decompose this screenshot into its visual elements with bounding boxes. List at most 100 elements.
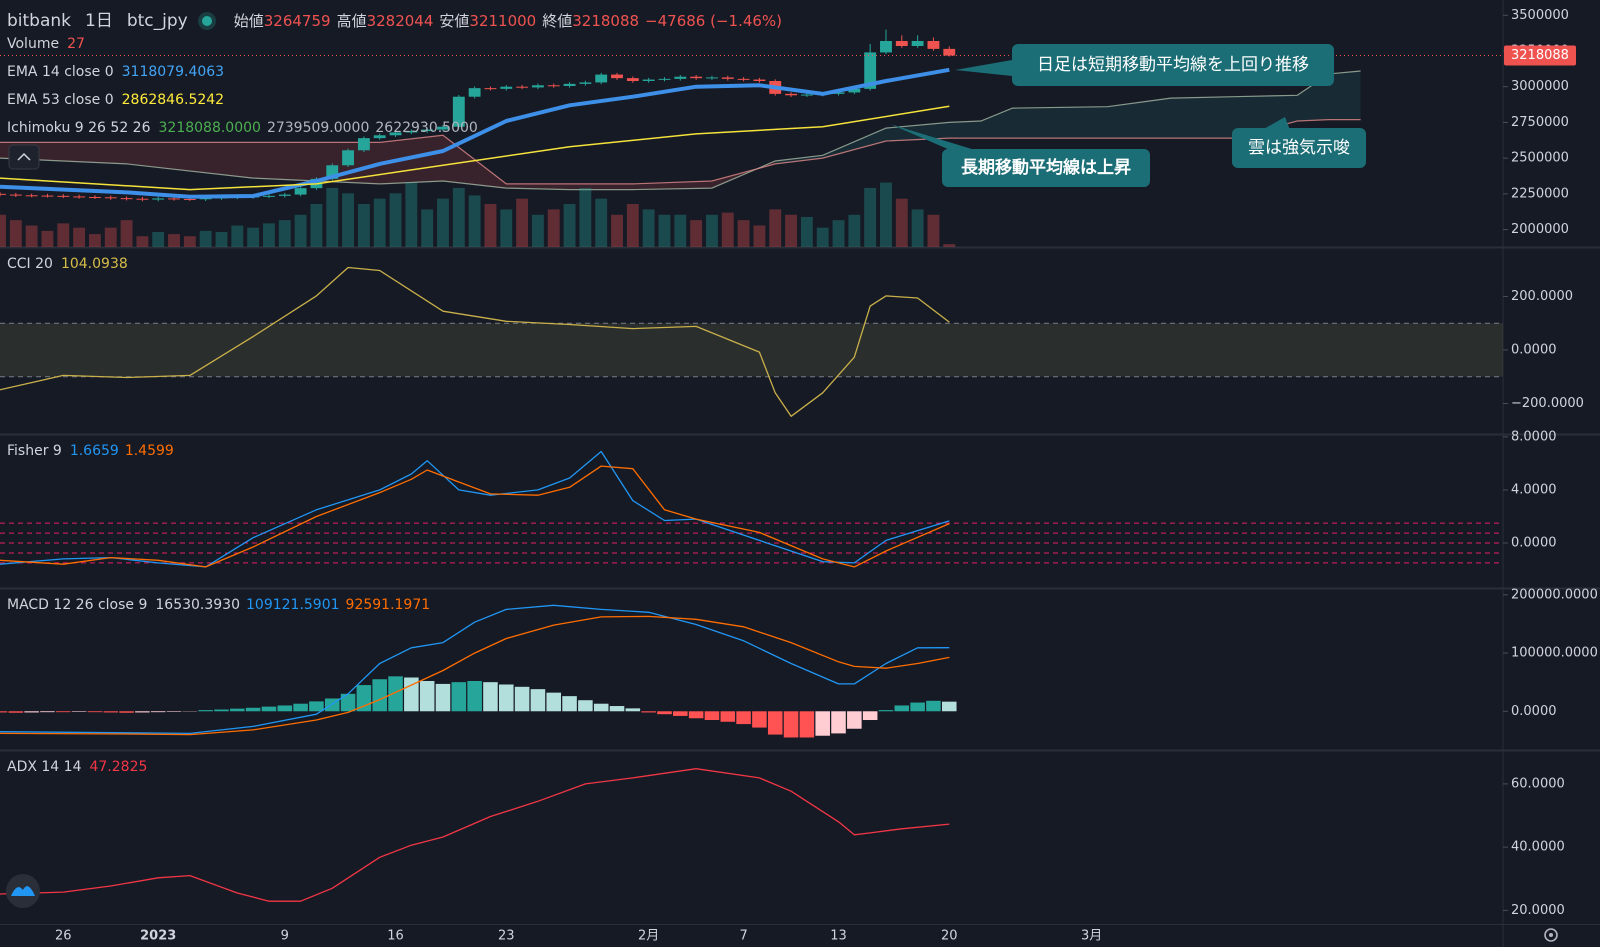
volume-bar — [626, 204, 639, 247]
x-tick-label: 13 — [830, 929, 847, 944]
histogram-bar — [356, 685, 372, 712]
candle-body — [611, 74, 623, 79]
histogram-bar — [71, 711, 87, 712]
candle-body — [626, 78, 639, 81]
candle-body — [721, 77, 734, 79]
x-tick-label: 7 — [739, 929, 747, 944]
volume-bar — [816, 227, 829, 247]
volume-bar — [516, 198, 529, 247]
candle-body — [484, 88, 497, 90]
histogram-bar — [388, 676, 403, 712]
volume-bar — [41, 230, 54, 247]
volume-bar — [88, 234, 101, 247]
volume-bar — [642, 209, 655, 247]
candle-body — [943, 48, 956, 56]
candle-body — [88, 197, 101, 198]
volume-bar — [785, 214, 797, 247]
volume-bar — [484, 204, 497, 247]
volume-bar — [753, 225, 766, 247]
collapse-button[interactable] — [8, 144, 40, 170]
histogram-bar — [799, 711, 815, 738]
candle-body — [373, 135, 386, 139]
volume-bar — [168, 234, 180, 247]
histogram-bar — [309, 701, 324, 712]
volume-bar — [911, 209, 924, 247]
volume-bar — [531, 214, 544, 247]
candle-body — [437, 126, 449, 130]
settings-icon[interactable] — [1544, 928, 1558, 942]
y-tick-label: 4.0000 — [1511, 482, 1557, 497]
candle-body — [895, 41, 908, 46]
panel — [0, 768, 950, 902]
callout: 日足は短期移動平均線を上回り推移 — [955, 44, 1334, 86]
histogram-bar — [372, 679, 387, 712]
histogram-bar — [198, 710, 213, 712]
volume-bar — [848, 214, 861, 247]
histogram-bar — [150, 711, 166, 713]
histogram-bar — [625, 708, 641, 712]
y-tick-label: 200.0000 — [1511, 289, 1573, 304]
volume-bar — [737, 220, 750, 247]
histogram-bar — [277, 705, 293, 712]
logo[interactable] — [6, 874, 40, 908]
histogram-bar — [230, 708, 245, 712]
cloud — [949, 121, 981, 139]
volume-bar — [120, 220, 133, 247]
annotation: 長期移動平均線は上昇 — [961, 157, 1131, 178]
histogram-bar — [0, 711, 8, 713]
volume-bar — [263, 223, 275, 247]
cloud — [443, 135, 507, 189]
volume-bar — [25, 225, 38, 247]
volume-bar — [278, 220, 291, 247]
y-tick-label: 3500000 — [1511, 8, 1569, 23]
last-price-tag — [1504, 45, 1576, 66]
cloud — [126, 142, 254, 179]
histogram-bar — [119, 711, 134, 713]
histogram-bar — [245, 707, 261, 712]
histogram-bar — [435, 683, 451, 712]
volume-bar — [183, 236, 196, 247]
candle-body — [800, 94, 813, 96]
histogram-bar — [593, 703, 609, 712]
histogram-bar — [514, 686, 530, 712]
volume-bar — [373, 198, 386, 247]
volume-bar — [405, 182, 418, 247]
volume-bar — [9, 220, 22, 247]
volume-bar — [690, 220, 703, 247]
cloud — [1170, 96, 1234, 139]
candle-body — [753, 79, 766, 81]
histogram-bar — [135, 711, 150, 713]
panel — [0, 450, 1503, 568]
candle-body — [706, 77, 718, 79]
histogram-bar — [641, 711, 656, 713]
histogram-bar — [8, 711, 24, 713]
histogram-bar — [847, 711, 862, 729]
volume-bar — [326, 187, 339, 247]
volume-bar — [136, 236, 149, 247]
y-tick-label: 20.0000 — [1511, 903, 1565, 918]
volume-bar — [595, 198, 608, 247]
cloud — [632, 181, 712, 190]
histogram-bar — [562, 696, 577, 712]
volume-bar — [342, 193, 354, 247]
x-tick-label: 26 — [55, 929, 72, 944]
volume-bar — [421, 209, 434, 247]
line — [0, 604, 950, 735]
volume-bar — [611, 214, 623, 247]
annotation: 雲は強気示唆 — [1248, 138, 1350, 158]
candle-body — [880, 41, 892, 53]
histogram-bar — [862, 711, 878, 721]
y-tick-label: 40.0000 — [1511, 840, 1565, 855]
candle-body — [342, 150, 354, 166]
volume-bar — [943, 244, 956, 247]
volume-bar — [563, 204, 576, 247]
histogram-bar — [419, 681, 435, 712]
y-tick-label: 3000000 — [1511, 79, 1569, 94]
line — [0, 266, 950, 417]
cloud — [1012, 106, 1108, 139]
histogram-bar — [767, 711, 783, 735]
histogram-bar — [673, 711, 688, 716]
histogram-bar — [87, 711, 103, 713]
y-tick-label: 60.0000 — [1511, 776, 1565, 791]
cloud — [379, 135, 443, 184]
